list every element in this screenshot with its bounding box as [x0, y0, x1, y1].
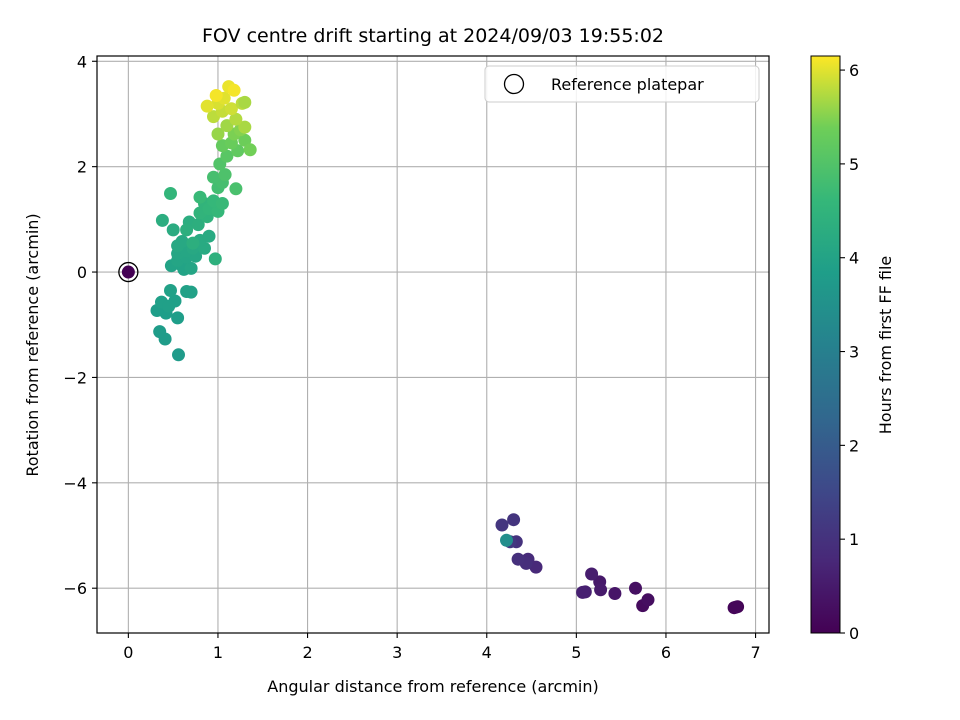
scatter-point [229, 112, 243, 126]
scatter-point [238, 120, 252, 134]
scatter-point [202, 229, 216, 243]
scatter-point [229, 182, 243, 196]
reference-marker [118, 261, 139, 283]
scatter-point [227, 83, 241, 97]
scatter-point [218, 168, 232, 182]
chart-title: FOV centre drift starting at 2024/09/03 … [202, 25, 664, 47]
scatter-point [153, 325, 167, 339]
colorbar-tick-label: 1 [849, 530, 859, 549]
scatter-point [215, 197, 229, 210]
scatter-point [184, 285, 198, 299]
y-tick-label: 0 [77, 263, 87, 282]
scatter-point [162, 299, 176, 313]
x-tick-label: 2 [302, 643, 312, 662]
legend-entry-label: Reference platepar [551, 75, 704, 94]
colorbar-gradient [810, 55, 841, 634]
scatter-point [608, 587, 622, 600]
scatter-point [729, 600, 743, 614]
scatter-point [238, 133, 252, 147]
y-axis-label: Rotation from reference (arcmin) [23, 213, 42, 476]
y-axis-ticks: −6 −4 −2 0 2 4 [63, 52, 97, 598]
colorbar-tick-label: 2 [849, 436, 859, 455]
plot-frame [96, 55, 770, 634]
scatter-point [175, 235, 189, 248]
scatter-point [507, 513, 521, 527]
x-tick-label: 1 [213, 643, 223, 662]
legend-box [484, 65, 760, 103]
x-tick-label: 5 [571, 643, 581, 662]
x-tick-label: 6 [661, 643, 671, 662]
scatter-point [220, 119, 234, 133]
scatter-point [193, 190, 207, 204]
scatter-point [511, 552, 525, 566]
scatter-point [191, 218, 205, 232]
reference-ring [118, 261, 139, 283]
scatter-point [184, 261, 198, 275]
scatter-point [576, 585, 590, 599]
scatter-points [150, 80, 745, 615]
scatter-point [200, 99, 214, 113]
colorbar-tick-label: 6 [849, 61, 859, 80]
scatter-point [594, 583, 608, 597]
scatter-point [164, 284, 177, 297]
scatter-point [585, 567, 599, 581]
scatter-point [180, 223, 194, 237]
x-axis-ticks: 0 1 2 3 4 5 6 7 [123, 633, 761, 662]
scatter-point [171, 311, 185, 325]
scatter-point [220, 149, 234, 163]
scatter-point [224, 102, 238, 116]
colorbar-tick-label: 0 [849, 624, 859, 643]
scatter-point [209, 89, 223, 102]
x-tick-label: 7 [750, 643, 760, 662]
scatter-point [529, 560, 543, 574]
scatter-point [208, 252, 222, 266]
x-tick-label: 3 [392, 643, 402, 662]
x-tick-label: 4 [482, 643, 492, 662]
colorbar-label: Hours from first FF file [876, 256, 895, 435]
colorbar-tick-label: 5 [849, 155, 859, 174]
scatter-point [641, 593, 655, 607]
x-axis-label: Angular distance from reference (arcmin) [267, 677, 598, 696]
colorbar-tick-label: 4 [849, 249, 859, 268]
legend-reference-marker [503, 73, 525, 95]
scatter-point [172, 348, 185, 362]
legend: Reference platepar [484, 65, 760, 103]
scatter-point [207, 170, 220, 184]
scatter-point [164, 187, 177, 200]
colorbar: 0 1 2 3 4 5 6 Hours from first FF file [810, 55, 895, 643]
colorbar-ticks: 0 1 2 3 4 5 6 [840, 61, 859, 643]
scatter-point [211, 127, 225, 141]
scatter-point [166, 223, 180, 237]
y-tick-label: 4 [77, 52, 87, 71]
scatter-point [243, 143, 257, 157]
scatter-point [238, 95, 252, 109]
reference-point [121, 265, 135, 279]
scatter-point [186, 236, 200, 250]
colorbar-tick-label: 3 [849, 343, 859, 362]
y-tick-label: 2 [77, 158, 87, 177]
y-tick-label: −6 [63, 579, 87, 598]
scatter-point [500, 533, 513, 547]
scatter-point [495, 518, 509, 532]
scatter-point [155, 213, 169, 227]
scatter-point [629, 581, 642, 595]
grid [97, 56, 769, 633]
y-tick-label: −4 [63, 474, 87, 493]
x-tick-label: 0 [123, 643, 133, 662]
y-tick-label: −2 [63, 368, 87, 387]
